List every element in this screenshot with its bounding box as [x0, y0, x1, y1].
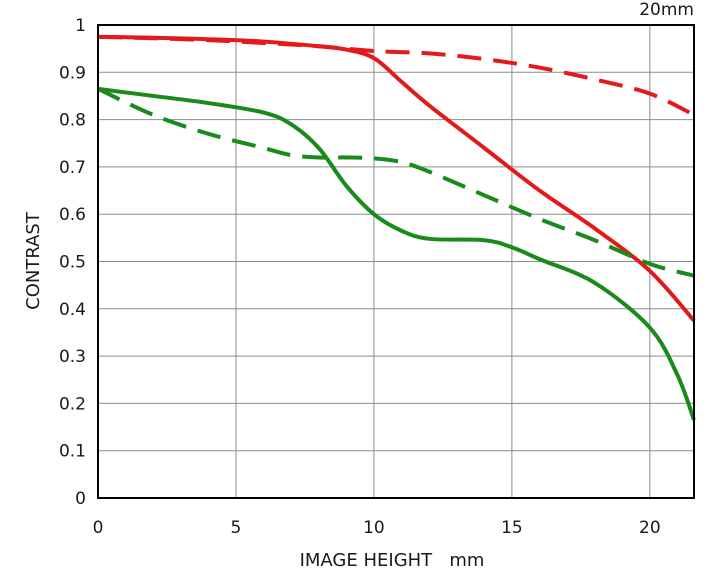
x-tick-label: 10: [363, 518, 385, 538]
x-tick-label: 15: [501, 518, 523, 538]
series-line-1: [97, 34, 696, 322]
x-axis-title: IMAGE HEIGHT mm: [300, 550, 485, 570]
series-line-4: [97, 87, 695, 278]
y-tick-label: 1: [75, 16, 86, 36]
y-tick-label: 0.4: [59, 300, 86, 320]
y-tick-label: 0.7: [59, 158, 86, 178]
grid-lines: [97, 24, 694, 499]
y-tick-labels: 0 0.1 0.2 0.3 0.4 0.5 0.6 0.7 0.8 0.9 1: [59, 16, 86, 509]
series-line-2: [97, 34, 695, 117]
y-tick-label: 0.6: [59, 205, 86, 225]
corner-label: 20mm: [639, 0, 694, 20]
y-tick-label: 0: [75, 489, 86, 509]
x-tick-labels: 0 5 10 15 20: [93, 518, 661, 538]
y-tick-label: 0.1: [59, 442, 86, 462]
y-tick-label: 0.2: [59, 394, 86, 414]
y-tick-label: 0.9: [59, 63, 86, 83]
x-tick-label: 5: [231, 518, 242, 538]
y-axis-title: CONTRAST: [23, 211, 44, 310]
series-line-3: [97, 86, 696, 421]
y-tick-label: 0.3: [59, 347, 86, 367]
y-tick-label: 0.5: [59, 253, 86, 273]
x-tick-label: 0: [93, 518, 104, 538]
x-tick-label: 20: [639, 518, 661, 538]
plot-frame: [97, 24, 695, 499]
y-tick-label: 0.8: [59, 111, 86, 131]
series-layer: [97, 34, 696, 421]
